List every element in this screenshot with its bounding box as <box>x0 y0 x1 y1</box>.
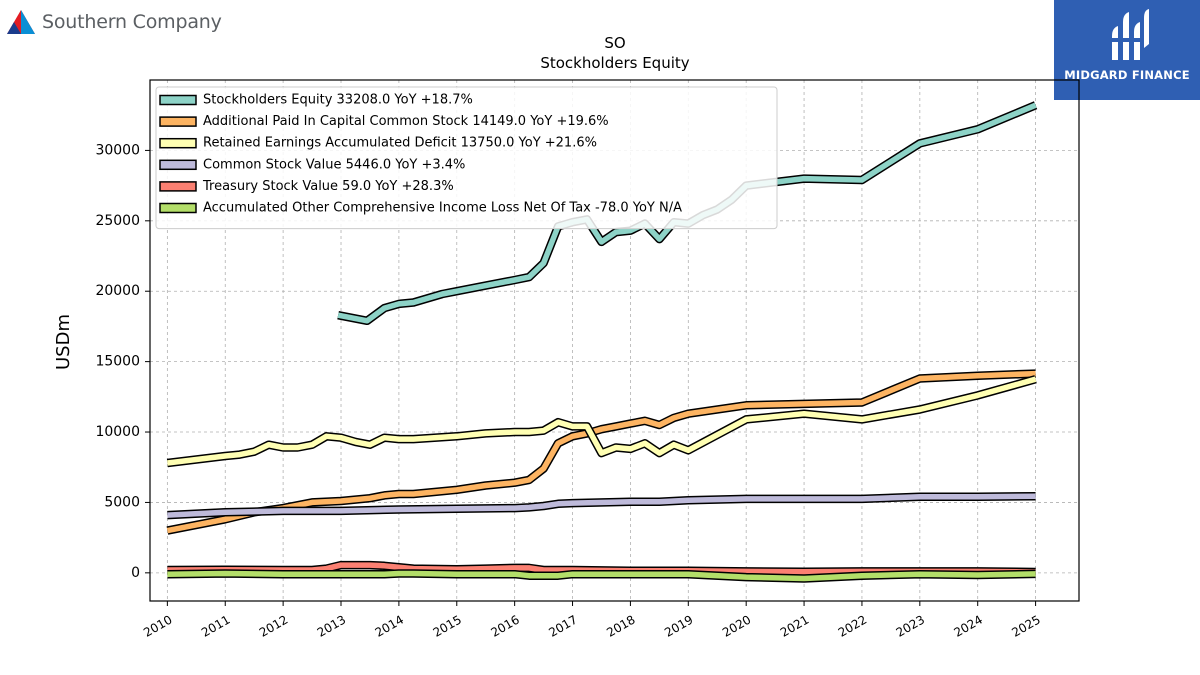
y-tick-label: 0 <box>131 565 140 581</box>
x-tick-label: 2011 <box>199 613 232 640</box>
x-tick-label: 2012 <box>257 613 290 640</box>
y-tick-label: 25000 <box>95 213 140 229</box>
legend: Stockholders Equity 33208.0 YoY +18.7% Ad… <box>155 86 778 230</box>
legend-swatch-5 <box>159 181 197 192</box>
legend-swatch-3 <box>159 137 197 149</box>
x-tick-label: 2021 <box>778 613 811 640</box>
y-tick-label: 10000 <box>95 424 140 440</box>
southern-company-logo: Southern Company <box>6 6 222 38</box>
y-tick-label: 30000 <box>95 142 140 158</box>
southern-company-triangle-icon <box>7 10 35 34</box>
midgard-finance-name: MIDGARD FINANCE <box>1064 68 1190 82</box>
legend-label-5: Treasury Stock Value 59.0 YoY +28.3% <box>202 179 454 194</box>
y-tick-label: 15000 <box>95 354 140 370</box>
y-tick-label: 5000 <box>104 494 140 510</box>
series-line-5 <box>167 562 1036 575</box>
x-tick-label: 2016 <box>488 613 521 640</box>
legend-swatch-2 <box>159 116 197 127</box>
legend-label-4: Common Stock Value 5446.0 YoY +3.4% <box>203 157 465 172</box>
midgard-finance-emblem-icon <box>1110 9 1149 60</box>
series-line-6 <box>167 570 1036 582</box>
x-tick-label: 2013 <box>315 613 348 640</box>
chart-title: SO <box>604 34 625 52</box>
x-tick-label: 2020 <box>720 613 753 640</box>
x-tick-label: 2025 <box>1009 613 1042 640</box>
legend-box <box>155 86 778 230</box>
x-tick-label: 2014 <box>373 613 406 640</box>
legend-swatch-1 <box>159 94 197 106</box>
x-tick-label: 2023 <box>894 613 927 640</box>
x-tick-label: 2022 <box>836 613 869 640</box>
series-line-4 <box>167 493 1036 518</box>
x-tick-label: 2010 <box>141 613 174 640</box>
legend-label-3: Retained Earnings Accumulated Deficit 13… <box>203 136 597 151</box>
series-line-2 <box>166 370 1036 534</box>
series-line-3 <box>167 376 1037 466</box>
legend-label-2: Additional Paid In Capital Common Stock … <box>203 114 609 129</box>
x-tick-label: 2018 <box>604 613 637 640</box>
chart-subtitle: Stockholders Equity <box>540 54 689 72</box>
x-tick-label: 2024 <box>952 613 985 640</box>
legend-swatch-4 <box>159 159 197 171</box>
x-tick-label: 2017 <box>546 613 579 640</box>
x-tick-label: 2015 <box>431 613 464 640</box>
legend-label-1: Stockholders Equity 33208.0 YoY +18.7% <box>203 93 473 108</box>
midgard-finance-logo: MIDGARD FINANCE <box>1054 0 1200 100</box>
legend-swatch-6 <box>159 202 197 214</box>
y-axis-label: USDm <box>53 314 74 370</box>
southern-company-name: Southern Company <box>42 11 222 33</box>
y-tick-label: 20000 <box>95 283 140 299</box>
legend-label-6: Accumulated Other Comprehensive Income L… <box>203 201 682 216</box>
plot-frame <box>149 79 1080 602</box>
x-tick-label: 2019 <box>662 613 695 640</box>
